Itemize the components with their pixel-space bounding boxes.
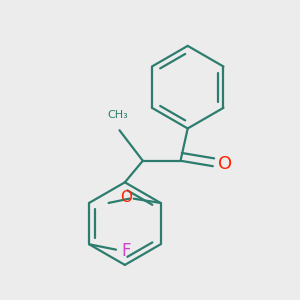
Text: O: O	[120, 190, 132, 205]
Text: CH₃: CH₃	[107, 110, 128, 120]
Text: F: F	[121, 242, 131, 260]
Text: O: O	[218, 155, 232, 173]
